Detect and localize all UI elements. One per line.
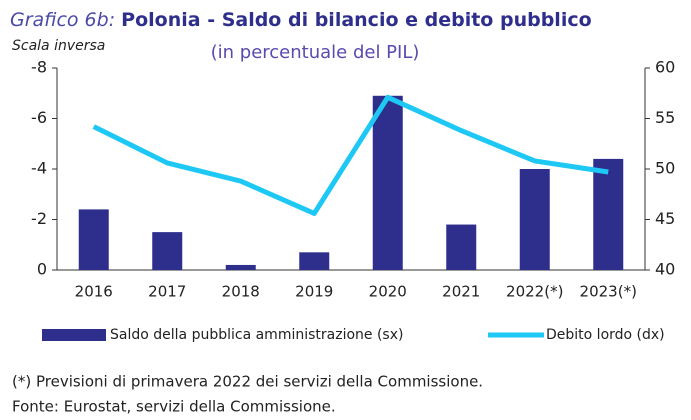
bar xyxy=(225,264,256,270)
y-tick-label: -8 xyxy=(31,58,47,77)
legend-label: Saldo della pubblica amministrazione (sx… xyxy=(110,327,403,343)
x-tick-label: 2017 xyxy=(148,283,186,301)
note: (*) Previsioni di primavera 2022 dei ser… xyxy=(12,373,483,391)
title-prefix: Grafico 6b: xyxy=(10,9,115,31)
y2-tick-label: 60 xyxy=(655,58,675,77)
legend-label: Debito lordo (dx) xyxy=(546,327,665,343)
line-series xyxy=(92,94,609,216)
x-tick-label: 2019 xyxy=(295,283,333,301)
bar xyxy=(446,224,477,270)
annotation: Scala inversa xyxy=(12,38,105,54)
chart-title: Polonia - Saldo di bilancio e debito pub… xyxy=(121,9,591,31)
y-tick-label: 0 xyxy=(37,260,47,279)
legend-swatch xyxy=(42,329,106,341)
x-tick-label: 2021 xyxy=(442,283,480,301)
bar xyxy=(519,169,550,270)
x-tick-label: 2016 xyxy=(75,283,113,301)
bar xyxy=(372,95,403,271)
title-line: Grafico 6b: Polonia - Saldo di bilancio … xyxy=(10,9,592,31)
bar xyxy=(593,158,624,270)
y2-tick-label: 50 xyxy=(655,159,675,178)
y-tick-label: -6 xyxy=(31,108,47,127)
y-tick-label: -4 xyxy=(31,159,47,178)
bar xyxy=(299,252,330,270)
x-tick-label: 2023(*) xyxy=(580,283,637,301)
x-tick-label: 2020 xyxy=(369,283,407,301)
y2-tick-label: 55 xyxy=(655,108,675,127)
subtitle: (in percentuale del PIL) xyxy=(211,42,420,63)
note: Fonte: Eurostat, servizi della Commissio… xyxy=(12,398,336,416)
x-tick-label: 2018 xyxy=(222,283,260,301)
bar xyxy=(152,232,183,270)
y2-tick-label: 45 xyxy=(655,209,675,228)
bar xyxy=(78,209,109,270)
x-tick-label: 2022(*) xyxy=(506,283,563,301)
y-tick-label: -2 xyxy=(31,209,47,228)
y2-tick-label: 40 xyxy=(655,260,675,279)
